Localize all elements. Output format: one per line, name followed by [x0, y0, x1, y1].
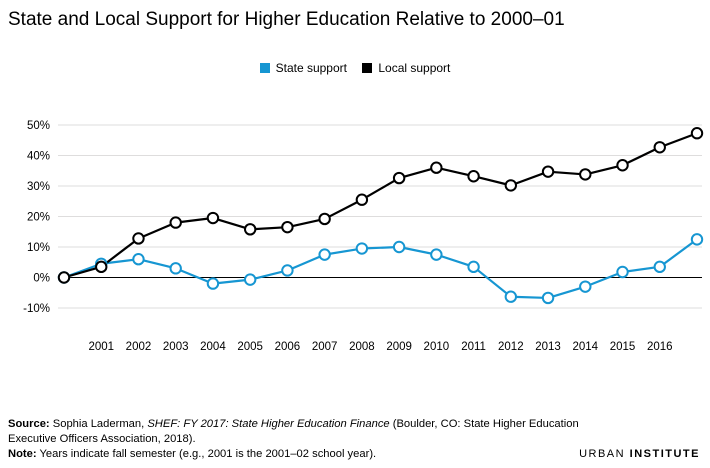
brand-part-2: INSTITUTE	[629, 448, 700, 460]
y-tick-label: 40%	[27, 151, 50, 163]
data-point-local	[243, 223, 257, 236]
y-tick-label: 50%	[27, 120, 50, 132]
x-tick-label: 2010	[424, 341, 450, 353]
data-point-local	[690, 127, 704, 140]
source-author: Sophia Laderman,	[52, 418, 148, 430]
data-point-local	[392, 171, 406, 185]
data-point-local	[467, 170, 480, 183]
data-point-local	[616, 159, 629, 172]
data-point-state	[169, 262, 182, 275]
legend: State support Local support	[0, 61, 710, 76]
series-line-state	[63, 238, 698, 300]
data-point-local	[318, 212, 331, 226]
x-tick-label: 2001	[88, 341, 114, 353]
data-point-state	[467, 260, 480, 274]
data-point-local	[57, 271, 71, 284]
source-title: SHEF: FY 2017: State Higher Education Fi…	[147, 418, 390, 430]
chart-title: State and Local Support for Higher Educa…	[8, 9, 565, 30]
x-tick-label: 2007	[312, 341, 338, 353]
data-point-local	[653, 141, 666, 154]
data-point-local	[430, 161, 443, 174]
legend-item-local: Local support	[362, 61, 450, 75]
x-tick-label: 2012	[498, 341, 524, 353]
note-text: Years indicate fall semester (e.g., 2001…	[36, 448, 377, 460]
source-line-1: Source: Sophia Laderman, SHEF: FY 2017: …	[8, 417, 579, 432]
data-point-local	[132, 232, 145, 245]
note-label: Note:	[8, 448, 37, 460]
data-point-state	[504, 290, 518, 303]
x-tick-label: 2011	[461, 341, 486, 353]
legend-label-state: State support	[275, 61, 347, 75]
x-tick-label: 2015	[610, 341, 636, 353]
source-rest: (Boulder, CO: State Higher Education	[389, 418, 579, 430]
data-point-state	[355, 242, 369, 255]
y-tick-label: 20%	[27, 212, 50, 224]
legend-item-state: State support	[259, 61, 347, 75]
x-tick-label: 2005	[237, 341, 263, 353]
urban-institute-logo: URBAN INSTITUTE	[579, 448, 700, 460]
x-tick-label: 2009	[386, 341, 412, 353]
series-line-local	[63, 132, 698, 279]
data-point-state	[579, 280, 592, 293]
x-tick-label: 2016	[647, 341, 673, 353]
note-line: Note: Years indicate fall semester (e.g.…	[8, 447, 579, 462]
footer: Source: Sophia Laderman, SHEF: FY 2017: …	[8, 417, 579, 462]
data-point-local	[281, 220, 294, 234]
y-tick-label: 30%	[27, 181, 50, 193]
data-point-local	[95, 260, 108, 274]
data-point-state	[392, 240, 406, 254]
brand-part-1: URBAN	[579, 448, 626, 460]
data-point-state	[206, 277, 220, 290]
data-point-state	[690, 233, 704, 246]
data-point-state	[430, 248, 443, 261]
data-point-local	[541, 165, 555, 178]
x-tick-label: 2008	[349, 341, 375, 353]
legend-label-local: Local support	[378, 61, 451, 75]
data-point-local	[355, 193, 369, 206]
line-chart: -10% 0% 10% 20% 30% 40% 50% 2001 2002 2003 2004 200…	[23, 120, 704, 353]
legend-swatch-state	[259, 63, 270, 73]
y-tick-label: 0%	[33, 273, 50, 285]
data-point-state	[541, 291, 555, 305]
y-tick-label: 10%	[27, 242, 50, 254]
data-point-state	[616, 265, 629, 279]
data-point-local	[504, 179, 518, 192]
x-tick-label: 2006	[275, 341, 301, 353]
source-label: Source:	[8, 418, 50, 430]
data-point-state	[318, 248, 331, 261]
data-point-state	[132, 253, 145, 266]
data-point-state	[243, 273, 257, 286]
y-tick-label: -10%	[23, 303, 50, 315]
x-tick-label: 2002	[126, 341, 152, 353]
source-line-2: Executive Officers Association, 2018).	[8, 433, 196, 445]
data-point-state	[281, 264, 294, 277]
data-point-local	[169, 216, 182, 229]
x-tick-label: 2004	[200, 341, 226, 353]
x-tick-label: 2003	[163, 341, 189, 353]
data-point-state	[653, 260, 666, 274]
x-tick-label: 2013	[535, 341, 561, 353]
legend-swatch-local	[362, 63, 373, 73]
data-point-local	[206, 211, 220, 225]
data-point-local	[579, 168, 592, 181]
x-tick-label: 2014	[572, 341, 598, 353]
